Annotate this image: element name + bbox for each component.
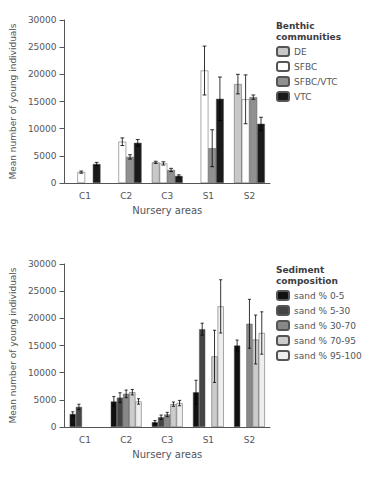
- svg-text:10000: 10000: [28, 368, 57, 378]
- svg-text:C2: C2: [120, 191, 132, 201]
- svg-text:S1: S1: [203, 435, 214, 445]
- svg-text:composition: composition: [276, 276, 338, 286]
- svg-text:SFBC/VTC: SFBC/VTC: [294, 77, 338, 87]
- svg-text:C3: C3: [161, 435, 173, 445]
- svg-text:S2: S2: [244, 191, 255, 201]
- svg-text:sand % 30-70: sand % 30-70: [294, 321, 356, 331]
- svg-text:DE: DE: [294, 47, 307, 57]
- svg-text:Mean number of young individua: Mean number of young individuals: [8, 267, 18, 423]
- svg-text:S2: S2: [244, 435, 255, 445]
- svg-text:0: 0: [51, 178, 57, 188]
- svg-text:20000: 20000: [28, 313, 57, 323]
- svg-text:15000: 15000: [28, 341, 57, 351]
- svg-text:0: 0: [51, 422, 57, 432]
- svg-text:25000: 25000: [28, 42, 57, 52]
- svg-text:communities: communities: [276, 32, 341, 42]
- svg-text:Benthic: Benthic: [276, 21, 315, 31]
- svg-text:Mean number of young individua: Mean number of young individuals: [8, 23, 18, 179]
- svg-text:C1: C1: [79, 435, 91, 445]
- svg-text:Sediment: Sediment: [276, 265, 325, 275]
- svg-text:SFBC: SFBC: [294, 62, 317, 72]
- svg-text:30000: 30000: [28, 259, 57, 269]
- svg-text:15000: 15000: [28, 97, 57, 107]
- svg-text:C2: C2: [120, 435, 132, 445]
- svg-text:C1: C1: [79, 191, 91, 201]
- svg-text:S1: S1: [203, 191, 214, 201]
- svg-text:sand % 70-95: sand % 70-95: [294, 336, 356, 346]
- svg-text:20000: 20000: [28, 69, 57, 79]
- svg-text:C3: C3: [161, 191, 173, 201]
- svg-text:sand % 95-100: sand % 95-100: [294, 351, 362, 361]
- svg-text:5000: 5000: [34, 395, 57, 405]
- svg-text:VTC: VTC: [294, 92, 311, 102]
- svg-text:5000: 5000: [34, 151, 57, 161]
- svg-text:sand % 5-30: sand % 5-30: [294, 306, 351, 316]
- svg-text:Nursery areas: Nursery areas: [132, 449, 202, 460]
- svg-text:sand % 0-5: sand % 0-5: [294, 291, 345, 301]
- svg-text:Nursery areas: Nursery areas: [132, 205, 202, 216]
- svg-text:30000: 30000: [28, 15, 57, 25]
- svg-text:25000: 25000: [28, 286, 57, 296]
- svg-text:10000: 10000: [28, 124, 57, 134]
